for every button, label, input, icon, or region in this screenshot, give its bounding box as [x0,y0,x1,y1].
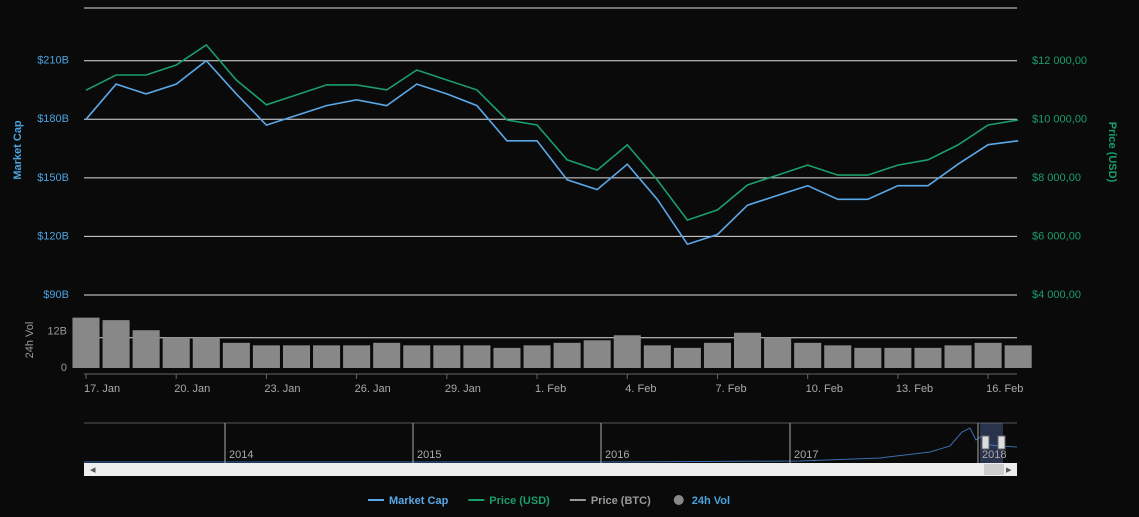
navigator-label: 2018 [982,449,1006,461]
volume-bar [673,347,701,368]
x-tick-label: 23. Jan [264,383,300,395]
legend-label[interactable]: Market Cap [389,495,449,507]
volume-bar [553,342,581,368]
volume-bar [132,330,160,368]
scrollbar[interactable] [84,463,1017,476]
x-tick-label: 16. Feb [986,383,1023,395]
x-tick-label: 29. Jan [445,383,481,395]
volume-bar [162,337,190,368]
x-tick-label: 26. Jan [355,383,391,395]
vol-axis-title: 24h Vol [24,322,36,359]
y-tick-label: $210B [37,55,69,67]
series-line [85,43,1019,222]
volume-bar [72,317,100,368]
y-tick-label: $150B [37,172,69,184]
volume-bar [583,340,611,368]
volume-bar [734,332,762,368]
y2-tick-label: $12 000,00 [1032,55,1087,67]
volume-bar [192,337,220,368]
volume-bar [974,342,1002,368]
volume-bar [252,345,280,368]
volume-bar [764,337,792,368]
volume-bar [523,345,551,368]
volume-bar [884,347,912,368]
series-line [85,59,1019,246]
volume-bar [282,345,311,368]
legend-label[interactable]: Price (USD) [489,495,550,507]
volume-bar [703,342,732,368]
navigator-label: 2015 [417,449,441,461]
x-tick-label: 10. Feb [806,383,843,395]
navigator-label: 2016 [605,449,629,461]
x-tick-label: 20. Jan [174,383,210,395]
navigator-handle[interactable] [997,435,1006,450]
legend-symbol [673,495,684,505]
vol-tick-label: 12B [47,326,67,338]
volume-bar [914,347,942,368]
volume-bar [643,345,671,368]
volume-bar [794,342,822,368]
x-tick-label: 1. Feb [535,383,566,395]
navigator-handle[interactable] [981,435,990,450]
volume-bar [944,345,972,368]
y2-tick-label: $6 000,00 [1032,230,1081,242]
vol-tick-label: 0 [61,362,67,374]
legend-label[interactable]: Price (BTC) [591,495,651,507]
scroll-left[interactable]: ◂ [90,464,96,476]
scrollbar-thumb[interactable] [984,464,1004,475]
volume-bar [433,345,461,368]
navigator-label: 2014 [229,449,253,461]
volume-bar [1004,345,1032,368]
x-tick-label: 7. Feb [715,383,746,395]
y2-tick-label: $10 000,00 [1032,113,1087,125]
legend-label[interactable]: 24h Vol [692,495,730,507]
volume-bar [222,342,250,368]
volume-bar [102,320,130,368]
navigator-selection[interactable] [980,423,1003,463]
volume-bar [613,335,641,368]
navigator: ◂ ▸ [84,422,1018,476]
volume-bar [824,345,852,368]
y-tick-label: $90B [43,289,69,301]
volume-bar [343,345,371,368]
volume-bar [463,345,491,368]
y2-tick-label: $8 000,00 [1032,172,1081,184]
x-tick-label: 13. Feb [896,383,933,395]
volume-bar [403,345,431,368]
navigator-line [84,427,1018,463]
y-axis-title: Market Cap [12,120,24,180]
y-tick-label: $120B [37,230,69,242]
x-tick-label: 17. Jan [84,383,120,395]
volume-bar [854,347,882,368]
volume-bar [313,345,341,368]
volume-bar [373,342,401,368]
y2-tick-label: $4 000,00 [1032,289,1081,301]
scroll-right[interactable]: ▸ [1006,464,1012,476]
x-tick-label: 4. Feb [625,383,656,395]
volume-bar [493,347,521,368]
y2-axis-title: Price (USD) [1106,122,1118,183]
navigator-label: 2017 [794,449,818,461]
y-tick-label: $180B [37,113,69,125]
